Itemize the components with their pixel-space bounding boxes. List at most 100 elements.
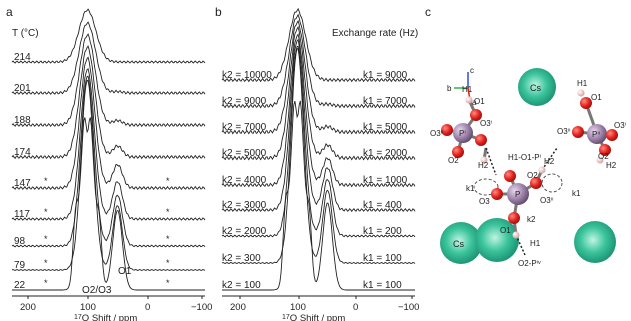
sideband-star: *: [44, 234, 48, 244]
x-tick-label: 200: [20, 302, 36, 313]
spectrum-trace: [11, 33, 206, 128]
k2-label: k2 = 5000: [222, 148, 267, 159]
h1-o1-pi-label: H1-O1-Pⁱ: [508, 153, 541, 162]
p-atom-i: [453, 123, 473, 143]
sideband-star: *: [166, 207, 170, 217]
spectrum-trace: [11, 45, 206, 160]
o3i-label: O3ⁱ: [614, 121, 626, 130]
panel-c-letter: c: [425, 5, 431, 19]
spectrum-trace: [221, 13, 416, 109]
sideband-star: *: [166, 234, 170, 244]
h1-label: H1: [577, 79, 588, 88]
sideband-star: *: [44, 258, 48, 268]
exchange-rate-header: Exchange rate (Hz): [332, 28, 418, 39]
cs-atom: [440, 222, 482, 264]
x-tick-label: 200: [230, 302, 246, 313]
spectrum-trace: [11, 21, 206, 95]
o3ii-label: O3ⁱⁱ: [540, 196, 554, 205]
spectrum-trace: [222, 100, 415, 291]
temperature-label: 214: [14, 52, 31, 63]
panel-b-letter: b: [215, 5, 222, 19]
k1-label: k1: [572, 189, 581, 198]
k2-label: k2 = 3000: [222, 200, 267, 211]
p-label: Pⁱ: [459, 129, 466, 138]
temperature-label: 174: [14, 147, 31, 158]
axis-c-label: c: [470, 66, 474, 75]
o3-label: O3: [479, 197, 490, 206]
cs-atom: [475, 218, 519, 262]
k1-label: k1 = 1000: [363, 175, 408, 186]
k1-label: k1 = 200: [363, 226, 402, 237]
k1-label: k1 = 5000: [363, 122, 408, 133]
temperature-labels: 214 201 188 174 147 117 98 79 22: [14, 52, 31, 291]
o2-piv-label: O2-Pⁱᵛ: [518, 259, 541, 268]
temperature-label: 201: [14, 83, 31, 94]
o2-label: O2: [527, 171, 538, 180]
k2-label: k2 = 2000: [222, 226, 267, 237]
o3ii-label: O3ⁱⁱ: [557, 127, 571, 136]
h1-label: H1: [530, 239, 541, 248]
atom-labels: H1 O1 O3ⁱⁱ O2 O3ⁱ H2 H1 O1 O3ⁱⁱ O3ⁱ O2 H…: [430, 79, 626, 268]
p-atom-ii: [587, 124, 607, 144]
k2-label: k2 = 4000: [222, 175, 267, 186]
axis-a-label: a: [472, 98, 477, 107]
k1-labels: k1 = 9000 k1 = 7000 k1 = 5000 k1 = 2000 …: [363, 70, 408, 291]
o2-label: O2: [448, 156, 459, 165]
panel-a: a T (°C) 214 201 188 174 147 117 98 79 2…: [6, 5, 212, 321]
spectrum-trace: [221, 33, 416, 188]
spectrum-trace: [11, 79, 206, 272]
k1-label: k1: [466, 184, 475, 193]
h2-label: H2: [478, 161, 489, 170]
sideband-star: *: [166, 258, 170, 268]
x-tick-label: 0: [353, 302, 358, 313]
k1-label: k1 = 7000: [363, 96, 408, 107]
o1-label: O1: [591, 93, 602, 102]
temperature-header: T (°C): [12, 28, 39, 39]
temperature-label: 188: [14, 115, 31, 126]
cs-label: Cs: [530, 83, 541, 93]
spectrum-trace: [11, 56, 206, 191]
panel-b: b Exchange rate (Hz) k2 = 10000 k2 = 900…: [215, 5, 419, 321]
h2-label: H2: [606, 161, 617, 170]
sideband-star: *: [166, 278, 170, 288]
k2-label: k2 = 300: [222, 253, 261, 264]
k2-label: k2 = 7000: [222, 122, 267, 133]
k2-labels: k2 = 10000 k2 = 9000 k2 = 7000 k2 = 5000…: [222, 70, 272, 291]
temperature-label: 79: [14, 260, 26, 271]
p-atom: [507, 183, 529, 205]
hydrogen-atoms: [465, 89, 604, 239]
k1-label: k1 = 2000: [363, 148, 408, 159]
p-label: P: [515, 190, 520, 199]
x-tick-label: 100: [290, 302, 306, 313]
o3i-label: O3ⁱ: [480, 119, 492, 128]
temperature-label: 117: [14, 209, 30, 220]
o1-label: O1: [500, 226, 511, 235]
k1-label: k1 = 9000: [363, 70, 408, 81]
spectrum-trace: [221, 45, 416, 238]
k2-label: k2 = 10000: [222, 70, 272, 81]
spectra-b: [221, 7, 416, 291]
p-label: Pⁱⁱ: [592, 130, 600, 139]
spectra-a: [11, 8, 206, 291]
spectrum-trace: [221, 25, 416, 161]
sideband-star: *: [44, 278, 48, 288]
k1-label: k1 = 100: [363, 280, 402, 291]
cs-label: Cs: [453, 239, 464, 249]
k1-label: k1 = 400: [363, 200, 402, 211]
spectrum-trace: [221, 47, 416, 265]
k1-label: k1 = 100: [363, 253, 402, 264]
k2-label: k2: [527, 215, 536, 224]
sideband-star: *: [166, 176, 170, 186]
hydrogen-bonds: [485, 147, 558, 256]
spectrum-trace: [221, 38, 416, 213]
panel-c: c c b a Cs Cs: [425, 5, 626, 268]
h1-label: H1: [462, 85, 473, 94]
spectrum-trace: [221, 19, 416, 135]
k2-label: k2 = 9000: [222, 96, 267, 107]
oxygen-atoms: [441, 97, 618, 224]
x-tick-label: 0: [145, 302, 150, 313]
x-tick-label: 100: [80, 302, 96, 313]
x-ticks-a: [27, 296, 203, 299]
spectrum-trace: [11, 67, 206, 221]
